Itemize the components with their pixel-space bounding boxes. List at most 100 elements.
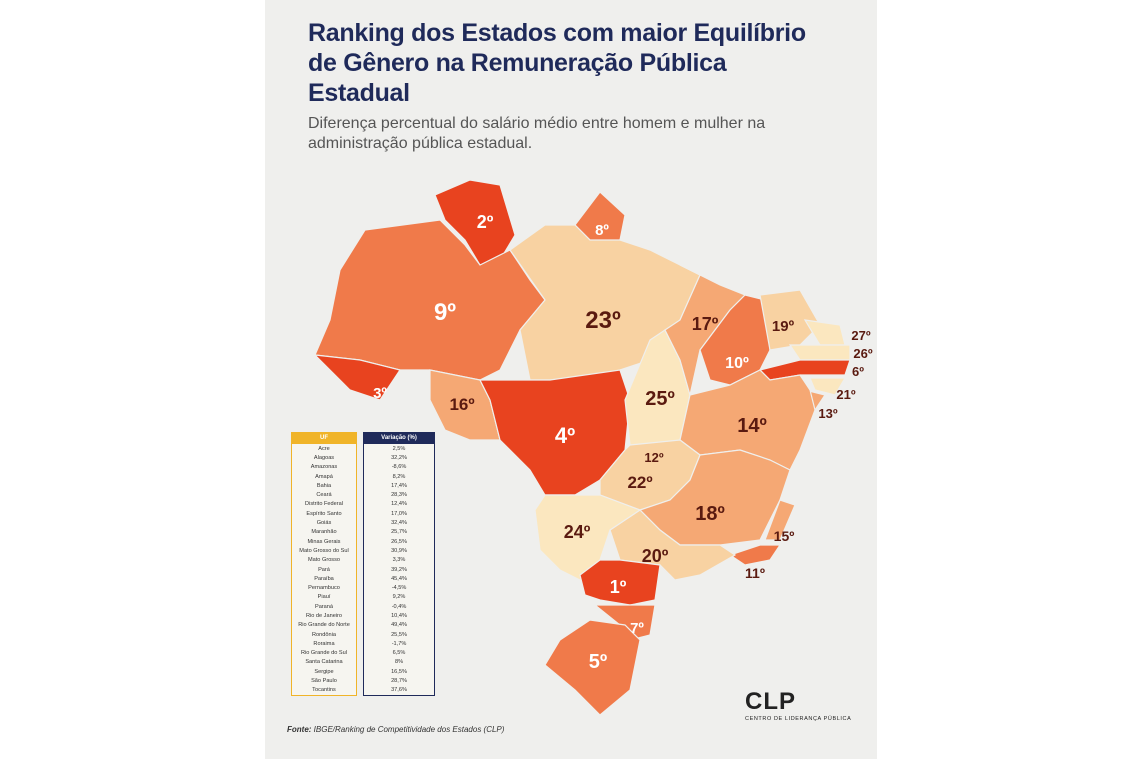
state-ac <box>313 354 401 401</box>
cell-uf: Sergipe <box>291 667 357 677</box>
cell-variation: 17,0% <box>363 509 435 519</box>
cell-uf: Paraná <box>291 602 357 612</box>
cell-variation: 32,4% <box>363 518 435 528</box>
cell-variation: 6,5% <box>363 648 435 658</box>
rank-label-ce: 19º <box>772 318 795 335</box>
cell-variation: -1,7% <box>363 639 435 649</box>
data-table: UF Variação (%) Acre 2,5% Alagoas 32,2% Amaz… <box>285 432 441 697</box>
rank-label-ba: 14º <box>737 415 767 437</box>
table-row: Tocantins 37,6% <box>291 685 435 697</box>
table-row: Roraima -1,7% <box>291 639 435 649</box>
cell-variation: 25,7% <box>363 527 435 537</box>
rank-label-pe: 6º <box>852 364 864 379</box>
cell-variation: 12,4% <box>363 499 435 510</box>
cell-uf: Mato Grosso do Sul <box>291 546 357 556</box>
cell-variation: 8,2% <box>363 471 435 482</box>
cell-variation: 45,4% <box>363 574 435 584</box>
cell-variation: -8,6% <box>363 462 435 472</box>
cell-variation: 16,5% <box>363 667 435 677</box>
cell-uf: Bahia <box>291 481 357 491</box>
rank-label-pi: 10º <box>725 355 749 372</box>
table-row: Rondônia 25,5% <box>291 629 435 640</box>
table-row: Espírito Santo 17,0% <box>291 509 435 519</box>
cell-uf: Piauí <box>291 592 357 603</box>
state-es <box>764 499 796 541</box>
cell-variation: 39,2% <box>363 564 435 575</box>
rank-label-ro: 16º <box>449 395 474 414</box>
table-row: Distrito Federal 12,4% <box>291 499 435 510</box>
rank-label-pb: 26º <box>853 346 872 361</box>
table-row: Rio Grande do Norte 49,4% <box>291 620 435 630</box>
rank-label-rj: 11º <box>745 565 765 581</box>
state-mt <box>479 369 631 496</box>
source-text: IBGE/Ranking de Competitividade dos Esta… <box>313 725 505 734</box>
cell-variation: 37,6% <box>363 685 435 697</box>
table-row: Sergipe 16,5% <box>291 667 435 677</box>
rank-label-es: 15º <box>774 528 795 544</box>
cell-variation: 25,5% <box>363 629 435 640</box>
cell-uf: Rio Grande do Sul <box>291 648 357 658</box>
clp-logo: CLP CENTRO DE LIDERANÇA PÚBLICA <box>745 688 851 722</box>
logo-name: CLP <box>745 688 796 715</box>
cell-variation: 32,2% <box>363 453 435 463</box>
cell-variation: -0,4% <box>363 602 435 612</box>
rank-label-ap: 8º <box>595 222 609 239</box>
table-row: Maranhão 25,7% <box>291 527 435 537</box>
cell-variation: -4,5% <box>363 583 435 593</box>
cell-uf: Rondônia <box>291 629 357 640</box>
table-row: Rio Grande do Sul 6,5% <box>291 648 435 658</box>
table-row: Amapá 8,2% <box>291 471 435 482</box>
cell-variation: 30,9% <box>363 546 435 556</box>
cell-variation: 8% <box>363 657 435 668</box>
source-label: Fonte: <box>287 725 312 734</box>
header-variation: Variação (%) <box>363 432 435 444</box>
cell-variation: 26,5% <box>363 536 435 547</box>
cell-uf: Minas Gerais <box>291 536 357 547</box>
rank-label-rr: 2º <box>477 212 494 232</box>
cell-uf: Maranhão <box>291 527 357 537</box>
rank-label-ac: 3º <box>373 385 387 402</box>
state-rj <box>728 544 782 566</box>
table-row: Piauí 9,2% <box>291 592 435 603</box>
rank-label-df: 12º <box>644 450 663 465</box>
page-title: Ranking dos Estados com maior Equilíbrio… <box>308 19 806 107</box>
table-row: Mato Grosso do Sul 30,9% <box>291 546 435 556</box>
cell-uf: Amapá <box>291 471 357 482</box>
cell-uf: Rio de Janeiro <box>291 611 357 621</box>
table-row: Acre 2,5% <box>291 444 435 454</box>
rank-label-se: 13º <box>818 406 837 421</box>
rank-label-pr: 1º <box>610 577 627 597</box>
cell-uf: Tocantins <box>291 685 357 697</box>
cell-uf: Alagoas <box>291 453 357 463</box>
subtitle: Diferença percentual do salário médio en… <box>308 115 766 152</box>
logo-tagline: CENTRO DE LIDERANÇA PÚBLICA <box>745 716 852 722</box>
rank-label-mg: 18º <box>695 503 725 525</box>
cell-uf: Mato Grosso <box>291 555 357 565</box>
cell-variation: 28,3% <box>363 490 435 500</box>
rank-label-sp: 20º <box>642 546 669 566</box>
table-row: Rio de Janeiro 10,4% <box>291 611 435 621</box>
rank-label-mt: 4º <box>555 423 575 448</box>
table-row: Santa Catarina 8% <box>291 657 435 668</box>
cell-variation: 49,4% <box>363 620 435 630</box>
state-pb <box>788 344 851 361</box>
rank-label-go: 22º <box>627 473 652 492</box>
cell-variation: 3,3% <box>363 555 435 565</box>
rank-label-al: 21º <box>836 387 855 402</box>
cell-uf: Espírito Santo <box>291 509 357 519</box>
cell-uf: Pará <box>291 564 357 575</box>
rank-label-ma: 17º <box>692 314 719 334</box>
cell-uf: Acre <box>291 444 357 454</box>
cell-uf: Paraíba <box>291 574 357 584</box>
table-row: Mato Grosso 3,3% <box>291 555 435 565</box>
cell-variation: 17,4% <box>363 481 435 491</box>
table-row: São Paulo 28,7% <box>291 676 435 686</box>
cell-uf: Rio Grande do Norte <box>291 620 357 630</box>
header-uf: UF <box>291 432 357 444</box>
table-row: Alagoas 32,2% <box>291 453 435 463</box>
table-row: Bahia 17,4% <box>291 481 435 491</box>
cell-uf: Roraima <box>291 639 357 649</box>
rank-label-to: 25º <box>645 388 675 410</box>
cell-variation: 9,2% <box>363 592 435 603</box>
